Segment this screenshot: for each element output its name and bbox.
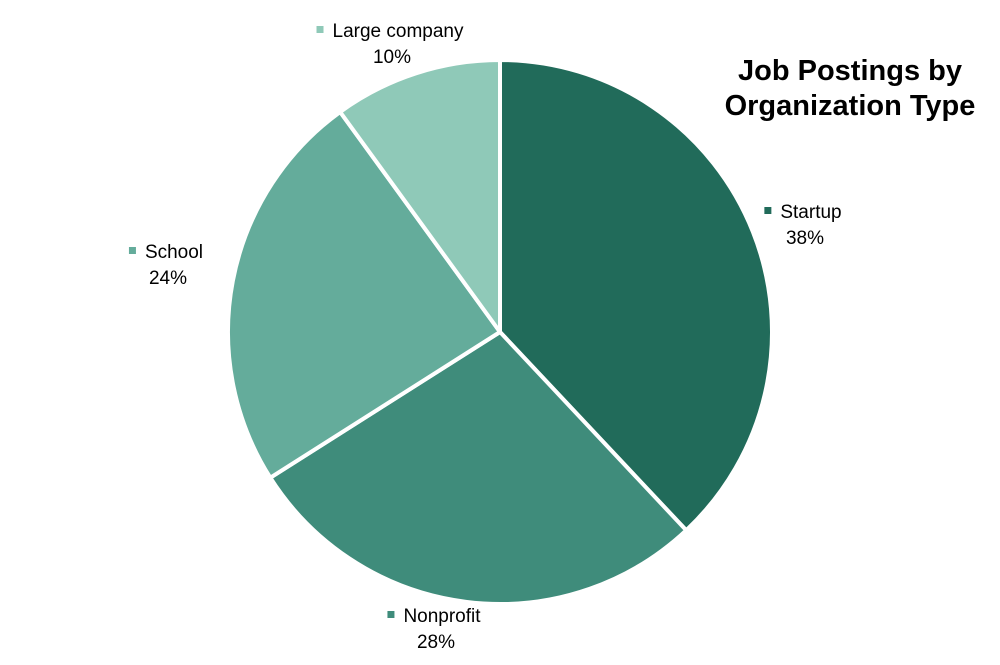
slice-value-label: 28% bbox=[417, 632, 455, 653]
slice-value-label: 38% bbox=[786, 228, 824, 249]
chart-title-line-2: Organization Type bbox=[724, 90, 976, 122]
data-label-nonprofit: Nonprofit 28% bbox=[387, 606, 481, 653]
pie-slice-large-company bbox=[338, 58, 502, 334]
slice-value-label: 10% bbox=[373, 47, 411, 68]
legend-key-nonprofit bbox=[387, 611, 395, 618]
legend-key-startup bbox=[764, 207, 772, 214]
data-label-large-company: Large company 10% bbox=[316, 21, 464, 68]
slice-category-label: Large company bbox=[333, 21, 464, 42]
pie-slice-school bbox=[226, 109, 502, 480]
data-label-startup: Startup 38% bbox=[764, 202, 842, 249]
legend-key-school bbox=[128, 247, 136, 254]
slice-value-label: 24% bbox=[149, 268, 187, 289]
data-label-school: School 24% bbox=[128, 242, 203, 289]
pie-slice-nonprofit bbox=[268, 330, 689, 606]
legend-key-large-company bbox=[316, 26, 324, 33]
pie-slice-startup bbox=[498, 58, 774, 533]
chart-title-line-1: Job Postings by bbox=[738, 55, 962, 87]
slice-category-label: School bbox=[145, 242, 203, 263]
slice-category-label: Startup bbox=[780, 202, 841, 223]
chart-title: Job Postings by Organization Type bbox=[700, 54, 1000, 124]
slice-category-label: Nonprofit bbox=[403, 606, 481, 627]
